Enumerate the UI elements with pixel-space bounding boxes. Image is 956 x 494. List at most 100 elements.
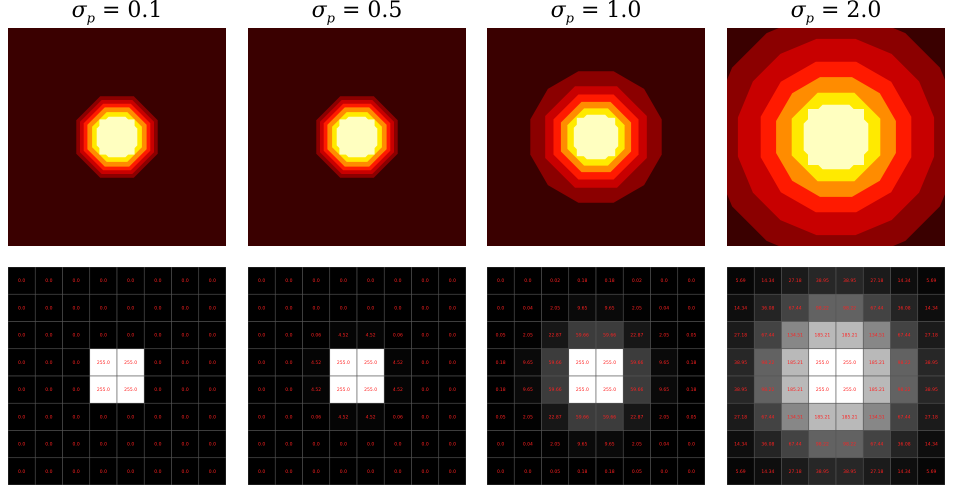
grid-cell — [727, 430, 755, 459]
grid-cell — [835, 375, 864, 404]
grid-cell-value: 59.66 — [576, 414, 589, 420]
grid-cell-value: 255.0 — [337, 387, 350, 393]
grid-cell-value: 0.0 — [258, 442, 265, 448]
grid-cell-value: 0.0 — [497, 442, 504, 448]
grid-cell-value: 0.0 — [394, 278, 401, 284]
grid-cell — [171, 402, 200, 431]
grid-cell — [677, 348, 705, 377]
grid-cell — [438, 375, 466, 404]
grid-cell — [890, 430, 919, 459]
grid-cell-value: 0.18 — [496, 360, 506, 366]
grid-cell — [595, 402, 624, 431]
grid-cell — [89, 293, 118, 322]
grid-cell-value: 0.02 — [632, 278, 642, 284]
grid-cell — [677, 430, 705, 459]
grid-cell — [89, 267, 118, 295]
grid-cell-value: 4.52 — [311, 387, 321, 393]
grid-cell — [650, 321, 679, 350]
grid-cell-value: 38.95 — [843, 278, 856, 284]
grid-cell-value: 59.66 — [603, 414, 616, 420]
grid-cell — [302, 375, 331, 404]
grid-cell-value: 0.06 — [311, 414, 321, 420]
grid-cell — [781, 430, 810, 459]
grid-cell-value: 0.0 — [73, 469, 80, 475]
grid-cell-value: 185.21 — [842, 333, 858, 339]
grid-cell-value: 36.08 — [898, 442, 911, 448]
grid-cell-value: 0.0 — [45, 469, 52, 475]
grid-cell-value: 4.52 — [366, 414, 376, 420]
grid-cell — [487, 348, 515, 377]
grid-cell — [650, 375, 679, 404]
grid-cell — [62, 457, 91, 485]
grid-cell-value: 38.95 — [925, 387, 938, 393]
grid-cell-value: 0.05 — [686, 414, 696, 420]
grid-cell-value: 0.0 — [18, 333, 25, 339]
grid-cell-value: 0.0 — [45, 414, 52, 420]
grid-cell-value: 0.0 — [449, 360, 456, 366]
grid-cell — [116, 430, 145, 459]
grid-cell-value: 0.0 — [18, 360, 25, 366]
grid-cell — [62, 348, 91, 377]
grid-cell-value: 0.0 — [394, 305, 401, 311]
grid-cell — [34, 375, 63, 404]
grid-cell — [568, 293, 597, 322]
grid-cell-value: 14.34 — [925, 305, 938, 311]
grid-cell — [116, 457, 145, 485]
grid-cell-value: 0.0 — [127, 414, 134, 420]
grid-cell-value: 0.0 — [209, 442, 216, 448]
grid-cell — [753, 321, 782, 350]
grid-cell — [862, 267, 891, 295]
grid-cell-value: 0.0 — [394, 442, 401, 448]
grid-cell — [274, 457, 303, 485]
panel-title: σp = 1.0 — [550, 0, 642, 27]
grid-cell-value: 4.52 — [311, 360, 321, 366]
grid-cell-value: 0.0 — [100, 469, 107, 475]
grid-cell-value: 0.0 — [422, 278, 429, 284]
grid-cell-value: 0.0 — [127, 333, 134, 339]
grid-cell-value: 0.0 — [524, 278, 531, 284]
grid-cell-value: 0.05 — [496, 333, 506, 339]
grid-cell — [274, 402, 303, 431]
grid-cell-value: 134.51 — [869, 414, 885, 420]
grid-cell — [622, 348, 651, 377]
grid-cell-value: 9.65 — [659, 360, 669, 366]
grid-cell — [808, 267, 837, 295]
grid-cell-value: 0.0 — [285, 278, 292, 284]
grid-cell-value: 0.0 — [258, 469, 265, 475]
grid-cell-value: 0.0 — [45, 387, 52, 393]
grid-cell — [650, 402, 679, 431]
grid-cell — [302, 402, 331, 431]
grid-cell-value: 0.0 — [127, 469, 134, 475]
grid-cell-value: 0.05 — [496, 414, 506, 420]
grid-cell-value: 0.0 — [45, 305, 52, 311]
grid-cell-value: 0.0 — [18, 278, 25, 284]
grid-cell-value: 0.04 — [659, 442, 669, 448]
grid-cell — [411, 348, 440, 377]
grid-cell — [541, 293, 570, 322]
grid-cell-value: 255.0 — [364, 387, 377, 393]
grid-cell-value: 36.08 — [761, 442, 774, 448]
grid-cell-value: 0.0 — [688, 442, 695, 448]
grid-cell-value: 0.0 — [367, 469, 374, 475]
grid-cell — [198, 457, 226, 485]
grid-cell-value: 0.0 — [394, 469, 401, 475]
grid-cell — [568, 375, 597, 404]
grid-cell-value: 0.0 — [73, 360, 80, 366]
grid-cell-value: 0.0 — [688, 469, 695, 475]
grid-cell — [8, 375, 36, 404]
grid-cell-value: 0.02 — [550, 278, 560, 284]
heat-peak — [339, 119, 375, 155]
grid-cell-value: 0.0 — [18, 414, 25, 420]
grid-cell — [171, 321, 200, 350]
grid-cell — [143, 321, 172, 350]
grid-cell-value: 185.21 — [787, 387, 803, 393]
grid-cell-value: 255.0 — [97, 387, 110, 393]
grid-cell — [541, 267, 570, 295]
grid-cell-value: 134.51 — [869, 333, 885, 339]
panel-title: σp = 2.0 — [790, 0, 882, 27]
grid-cell-value: 0.0 — [73, 278, 80, 284]
grid-cell-value: 255.0 — [337, 360, 350, 366]
grid-cell-value: 0.0 — [688, 278, 695, 284]
grid-cell-value: 22.87 — [549, 414, 562, 420]
grid-cell-value: 0.0 — [73, 414, 80, 420]
